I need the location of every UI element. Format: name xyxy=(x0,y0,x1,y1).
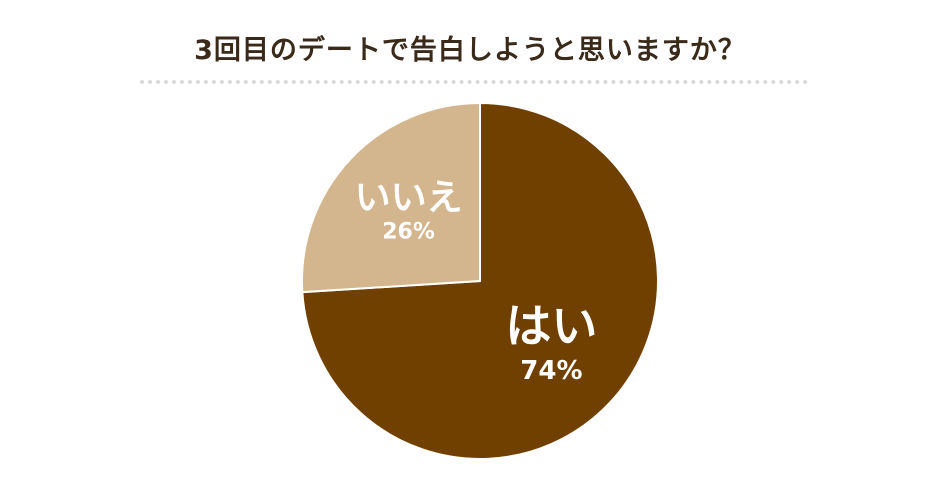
title-divider xyxy=(140,80,808,84)
slice-value-no: 26% xyxy=(382,220,435,245)
slice-label-yes: はい xyxy=(505,299,597,353)
pie-slice-no xyxy=(300,101,481,294)
chart-title: 3回目のデートで告白しようと思いますか？ xyxy=(194,35,746,66)
slice-value-yes: 74% xyxy=(520,356,582,386)
slice-label-no: いいえ xyxy=(355,178,463,219)
